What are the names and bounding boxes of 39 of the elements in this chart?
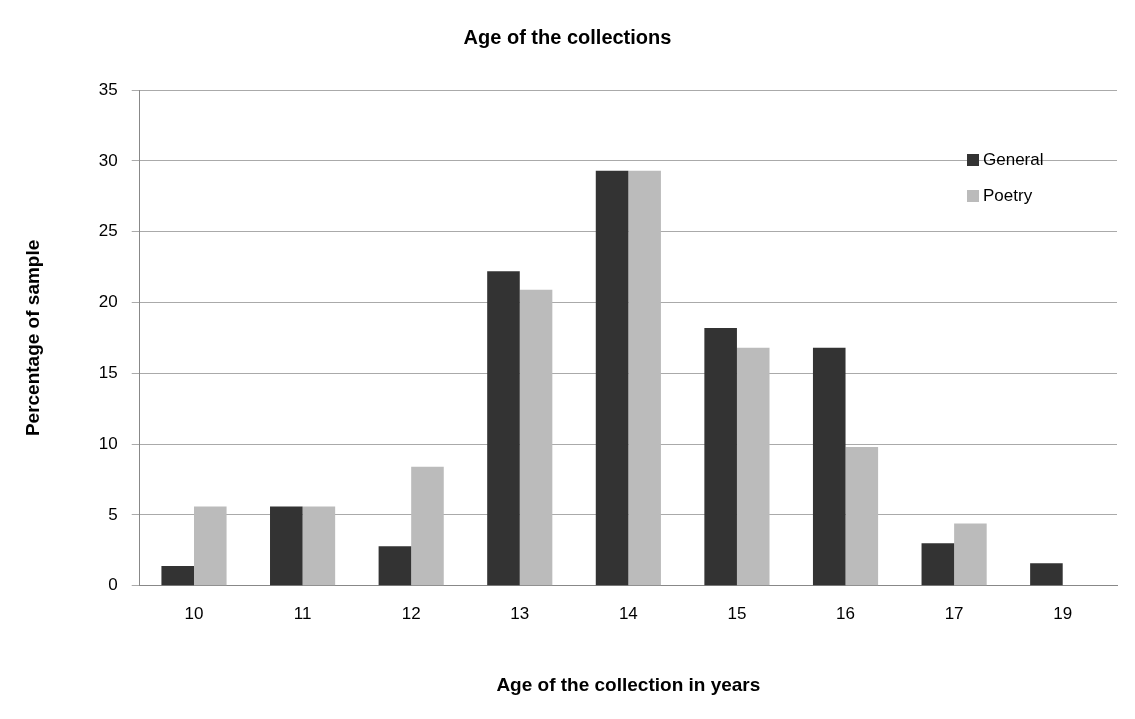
y-axis-title: Percentage of sample — [21, 239, 43, 437]
y-tick-label: 25 — [98, 221, 118, 241]
legend-label: General — [983, 149, 1044, 169]
y-tick-label: 5 — [108, 504, 118, 524]
y-tick-label: 35 — [98, 79, 118, 99]
bar — [270, 506, 303, 586]
x-tick-label: 19 — [1053, 603, 1073, 623]
x-tick-label: 16 — [836, 603, 855, 623]
y-tick-label: 30 — [98, 150, 118, 170]
x-axis-title: Age of the collection in years — [496, 673, 761, 695]
x-tick-label: 14 — [618, 603, 638, 623]
legend-label: Poetry — [983, 185, 1033, 205]
y-tick-label: 15 — [98, 363, 118, 382]
bar — [595, 170, 629, 586]
bar — [519, 289, 553, 586]
bar — [302, 506, 336, 586]
x-tick-label: 10 — [184, 603, 204, 623]
chart-title: Age of the collections — [463, 25, 672, 48]
bar — [921, 543, 955, 586]
bar — [954, 523, 987, 586]
bar — [704, 327, 737, 586]
y-tick-label: 20 — [98, 292, 118, 312]
x-tick-label: 12 — [401, 603, 421, 623]
bar — [161, 565, 194, 586]
bar — [378, 546, 412, 586]
x-tick-label: 13 — [510, 603, 530, 623]
bar — [1030, 563, 1063, 586]
bar — [845, 446, 879, 586]
x-tick-label: 15 — [727, 603, 747, 623]
bar — [628, 170, 661, 586]
bar — [812, 347, 846, 586]
bar — [487, 271, 520, 586]
y-tick-label: 0 — [108, 575, 118, 595]
bar — [411, 466, 444, 586]
y-tick-label: 10 — [98, 433, 118, 453]
x-tick-label: 11 — [293, 603, 312, 623]
bar — [736, 347, 770, 586]
x-tick-label: 17 — [944, 603, 964, 623]
bar — [194, 506, 227, 586]
